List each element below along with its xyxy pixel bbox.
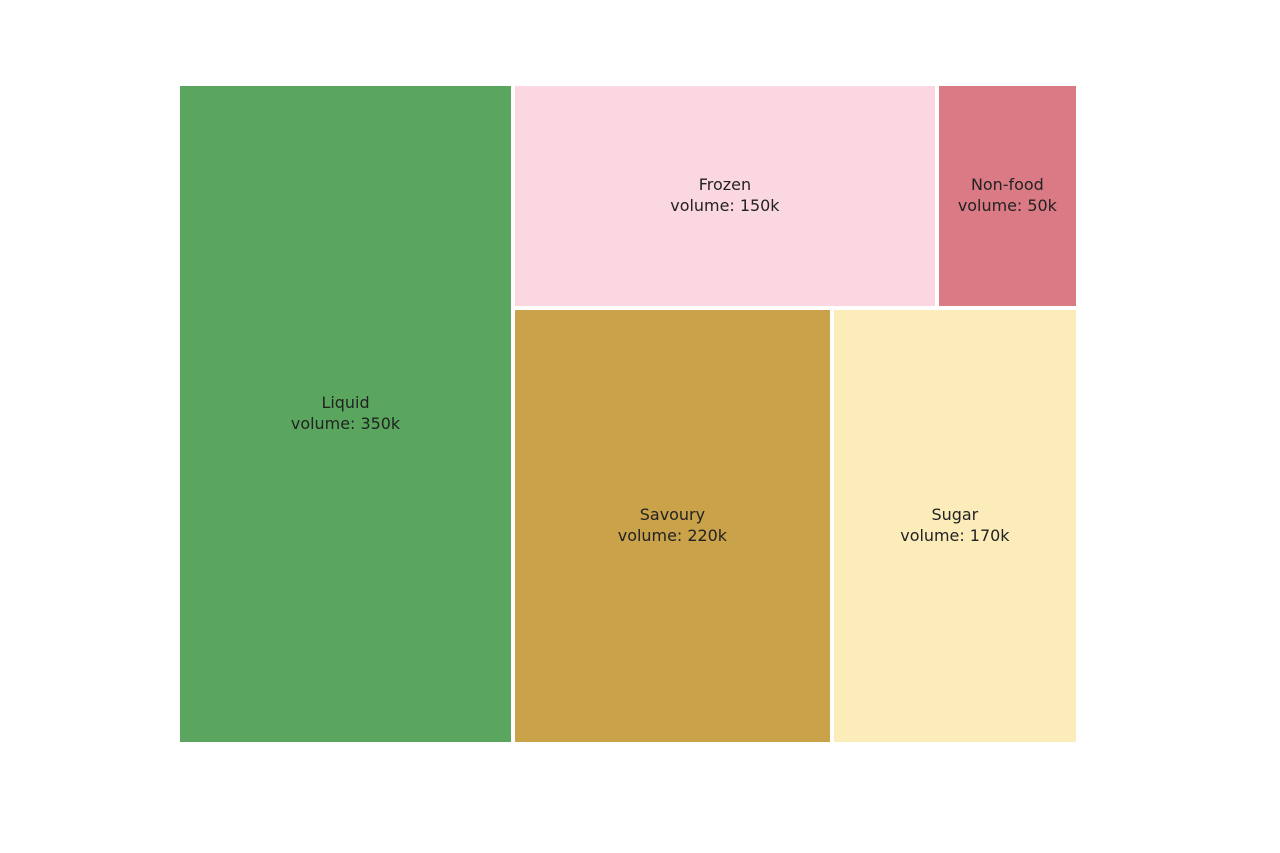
treemap-tile-label: Non-food volume: 50k xyxy=(958,175,1057,216)
treemap-tile: Frozen volume: 150k xyxy=(513,84,937,308)
treemap-tile: Non-food volume: 50k xyxy=(937,84,1078,308)
treemap-tile: Sugar volume: 170k xyxy=(832,308,1078,744)
treemap-chart: Liquid volume: 350k Savoury volume: 220k S… xyxy=(178,84,1078,744)
treemap-tile-label: Savoury volume: 220k xyxy=(618,505,727,546)
treemap-tile: Liquid volume: 350k xyxy=(178,84,513,744)
treemap-tile-label: Sugar volume: 170k xyxy=(900,505,1009,546)
treemap-tile-label: Frozen volume: 150k xyxy=(670,175,779,216)
treemap-tile: Savoury volume: 220k xyxy=(513,308,832,744)
treemap-tile-label: Liquid volume: 350k xyxy=(291,393,400,434)
